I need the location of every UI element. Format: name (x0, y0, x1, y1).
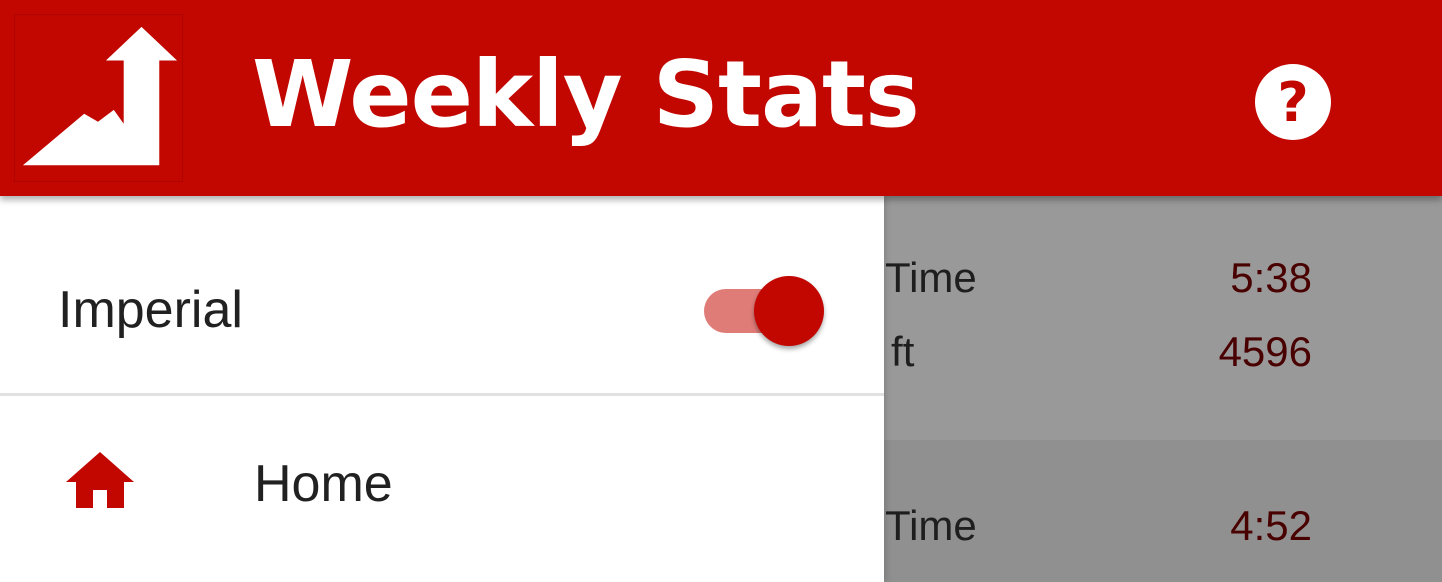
home-icon (64, 450, 136, 510)
stat-value: 4596 (1218, 328, 1312, 375)
toggle-thumb (754, 276, 824, 346)
app-bar: Weekly Stats ? (0, 0, 1442, 196)
imperial-toggle[interactable] (702, 276, 826, 346)
nav-item-home[interactable]: Home (0, 396, 884, 576)
trend-up-mountain-icon[interactable] (14, 14, 183, 182)
nav-item-label: Home (254, 455, 393, 513)
page-title: Weekly Stats (252, 41, 920, 148)
stat-value: 5:38 (1230, 254, 1312, 301)
stat-label: Time (885, 254, 977, 301)
help-circle-icon: ? (1277, 71, 1309, 134)
stat-label: Time (885, 502, 977, 549)
stat-row: Time 5:38 (0, 248, 1442, 308)
stat-row: Time 4:52 (0, 496, 1442, 556)
units-toggle-label: Imperial (58, 281, 243, 339)
help-button[interactable]: ? (1255, 64, 1331, 140)
units-toggle-row: Imperial (0, 196, 884, 396)
stat-value: 4:52 (1230, 502, 1312, 549)
nav-drawer: Imperial Home (0, 196, 884, 582)
